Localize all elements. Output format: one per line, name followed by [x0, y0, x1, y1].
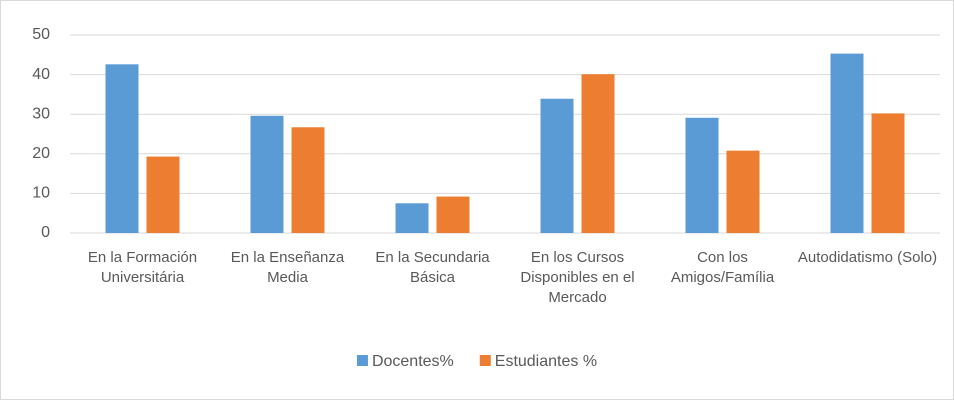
- y-tick-label: 50: [32, 26, 50, 43]
- bar: [436, 196, 470, 233]
- legend-swatch: [479, 355, 491, 366]
- y-tick-label: 30: [32, 105, 50, 122]
- legend-label: Docentes%: [372, 353, 454, 370]
- y-tick-label: 20: [32, 145, 50, 162]
- x-tick-label: Autodidatismo (Solo): [797, 249, 938, 266]
- bar: [685, 117, 719, 233]
- legend-swatch: [356, 355, 368, 366]
- x-tick-label: En la Enseñanza Media: [230, 249, 345, 286]
- bar: [291, 127, 325, 233]
- bar: [105, 64, 139, 233]
- y-tick-label: 0: [41, 224, 50, 241]
- x-tick-label: En la Secundaria Básica: [375, 249, 490, 286]
- bar: [726, 150, 760, 233]
- bar: [581, 74, 615, 233]
- y-tick-label: 10: [32, 185, 50, 202]
- bar: [830, 53, 864, 233]
- bar: [395, 203, 429, 233]
- legend-label: Estudiantes %: [495, 353, 597, 370]
- bar: [871, 113, 905, 233]
- bar: [540, 98, 574, 233]
- y-tick-label: 40: [32, 66, 50, 83]
- x-tick-label: Con los Amigos/Família: [670, 249, 775, 286]
- x-tick-label: En la Formación Universitária: [87, 249, 198, 286]
- bar: [146, 156, 180, 233]
- x-tick-label: En los Cursos Disponibles en el Mercado: [520, 249, 635, 306]
- bar: [250, 115, 284, 233]
